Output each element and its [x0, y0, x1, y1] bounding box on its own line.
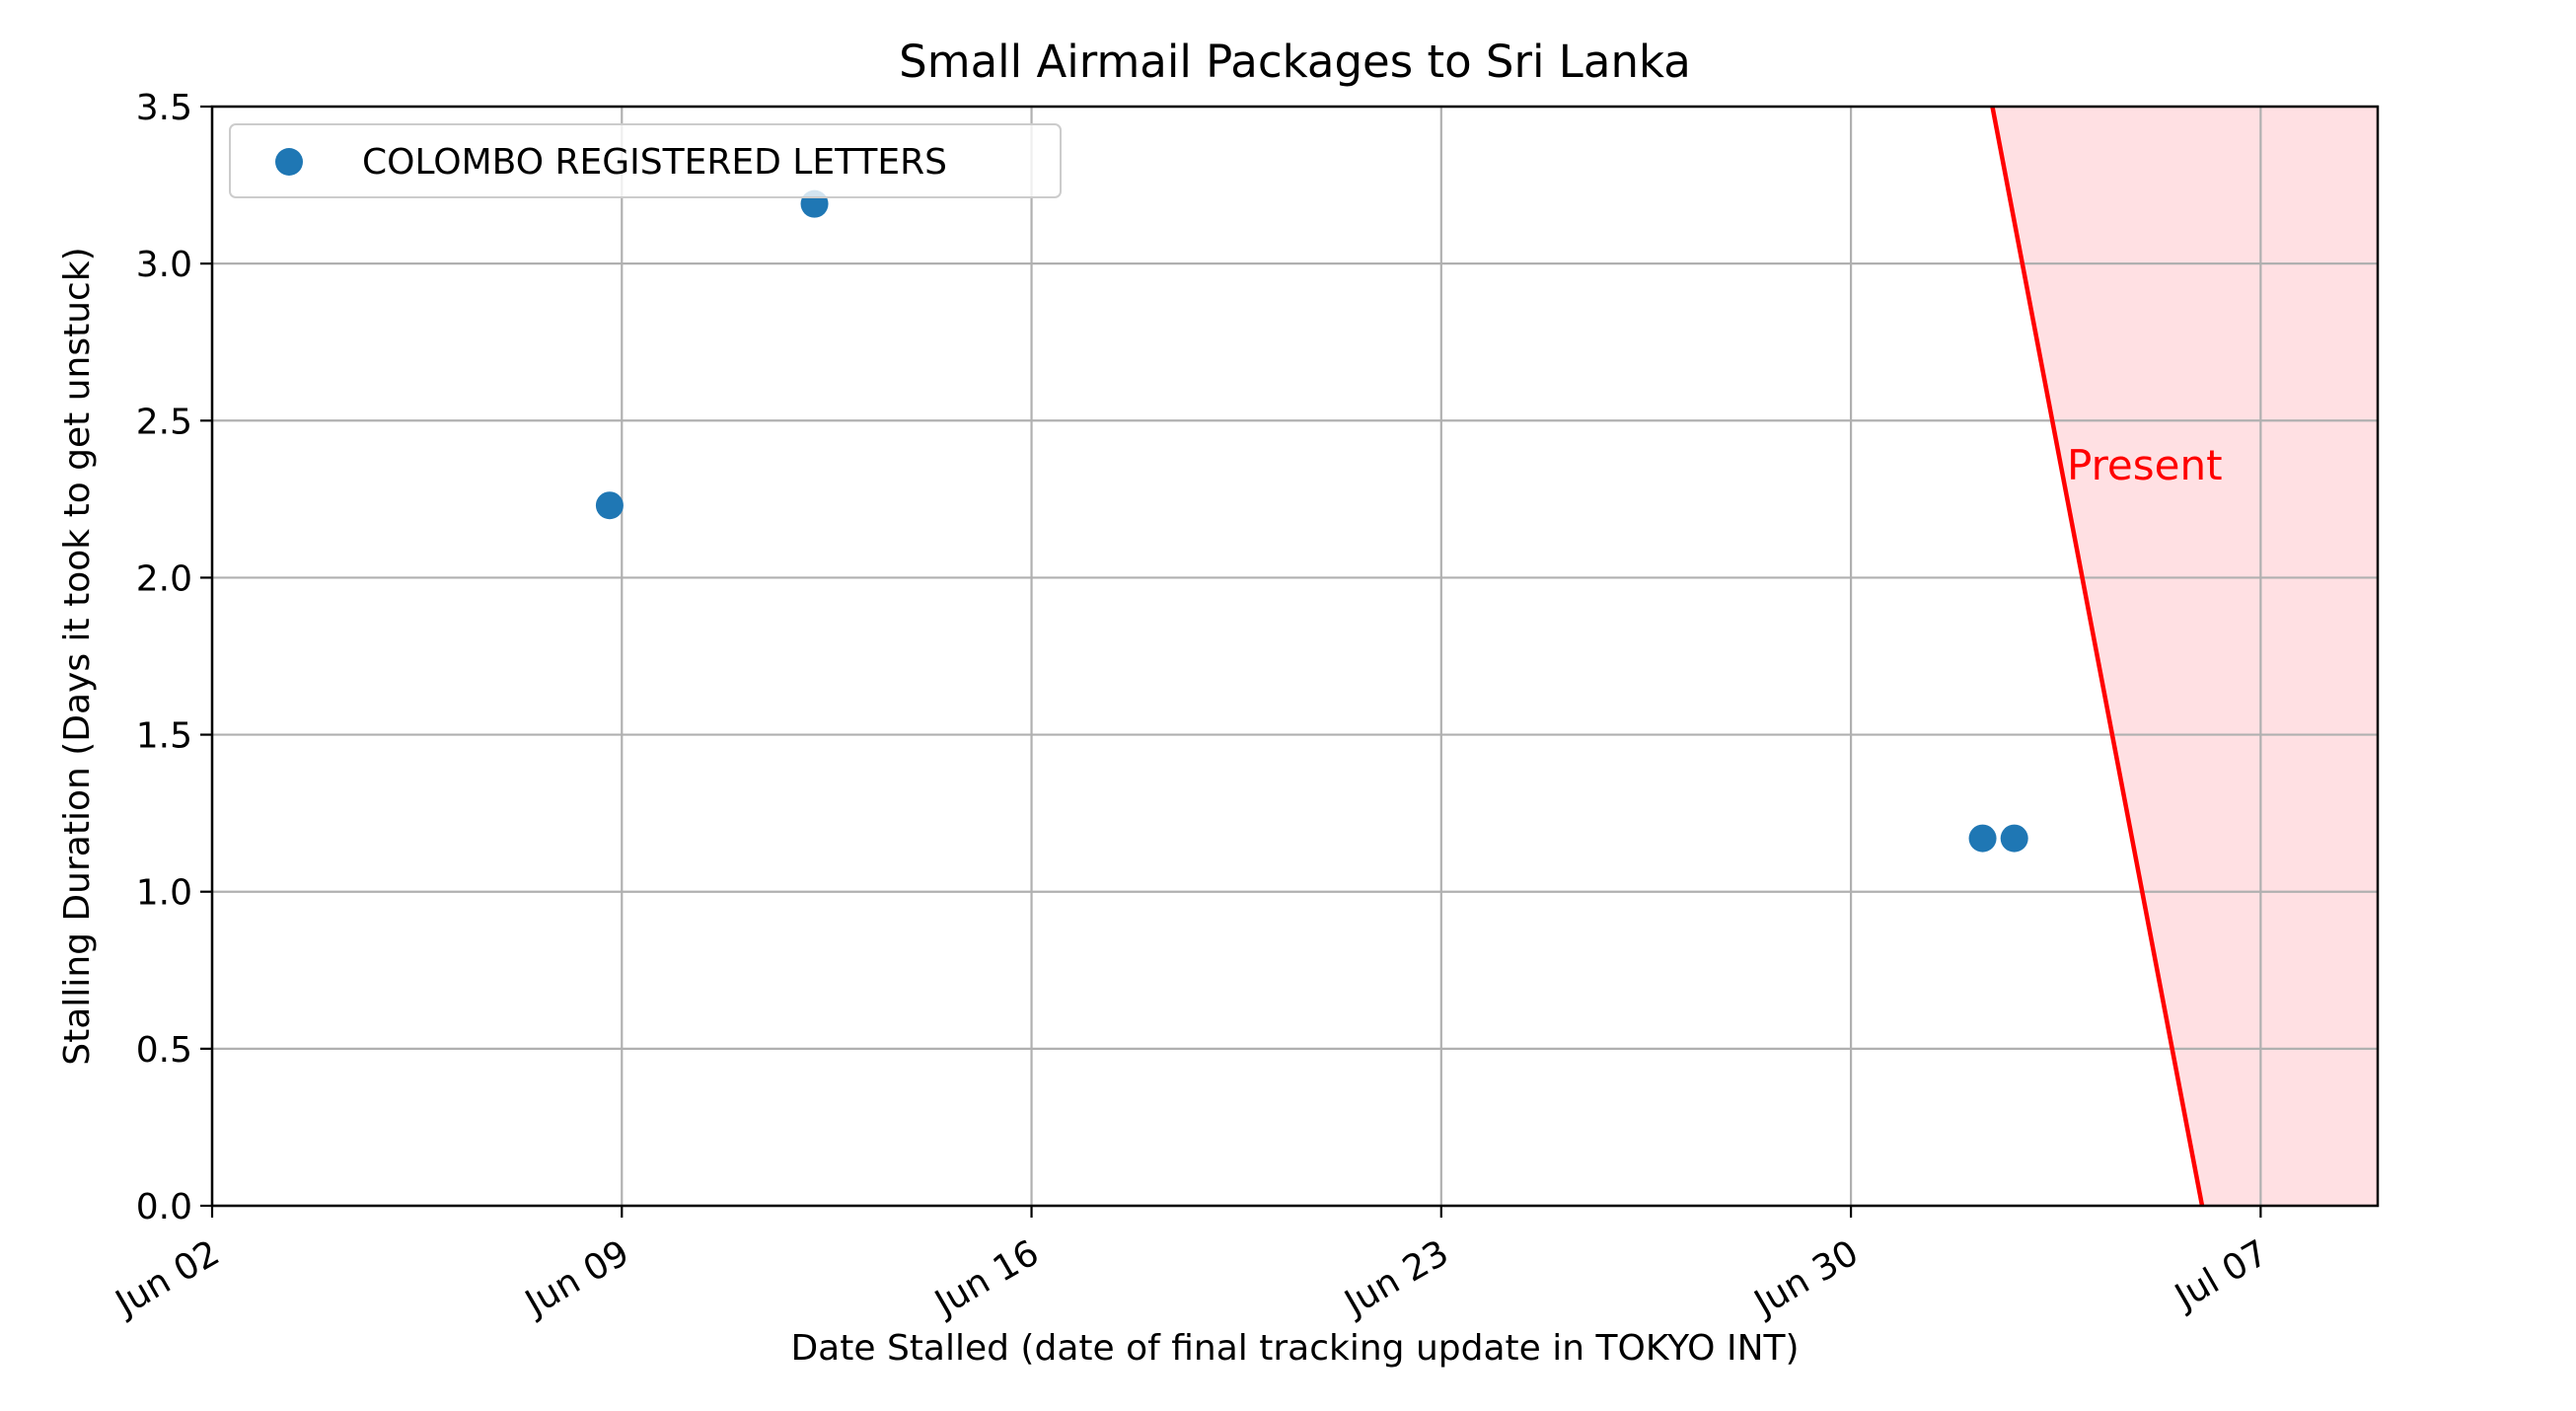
data-point [2000, 824, 2028, 853]
present-shaded-region-layer [1992, 107, 2378, 1206]
y-tick-label: 3.5 [136, 88, 192, 128]
y-tick-label: 0.5 [136, 1030, 192, 1071]
x-axis-label: Date Stalled (date of final tracking upd… [790, 1328, 1799, 1369]
legend-box [229, 123, 1062, 198]
present-line [1990, 106, 2205, 1207]
y-tick-label: 1.0 [136, 873, 192, 914]
plot-frame [210, 105, 2380, 1208]
ticks-layer: Jun 02 Jun 09 Jun 16 Jun 23 Jun 30 Jul 070.00… [108, 88, 2275, 1325]
legend-marker [275, 148, 303, 176]
data-point [1968, 824, 1997, 853]
y-tick-label: 1.5 [136, 716, 192, 757]
y-tick-label: 2.0 [136, 558, 192, 599]
present-annotation: Present [2067, 441, 2223, 489]
data-point [595, 491, 624, 520]
present-line-layer [1990, 106, 2205, 1207]
y-tick-label: 0.0 [136, 1187, 192, 1227]
y-axis-label: Stalling Duration (Days it took to get u… [57, 247, 98, 1065]
present-shaded-region [1992, 107, 2378, 1206]
chart-title: Small Airmail Packages to Sri Lanka [899, 36, 1691, 88]
legend-label: COLOMBO REGISTERED LETTERS [362, 142, 947, 183]
y-tick-label: 3.0 [136, 245, 192, 285]
y-tick-label: 2.5 [136, 402, 192, 442]
legend: COLOMBO REGISTERED LETTERS [229, 123, 1062, 198]
